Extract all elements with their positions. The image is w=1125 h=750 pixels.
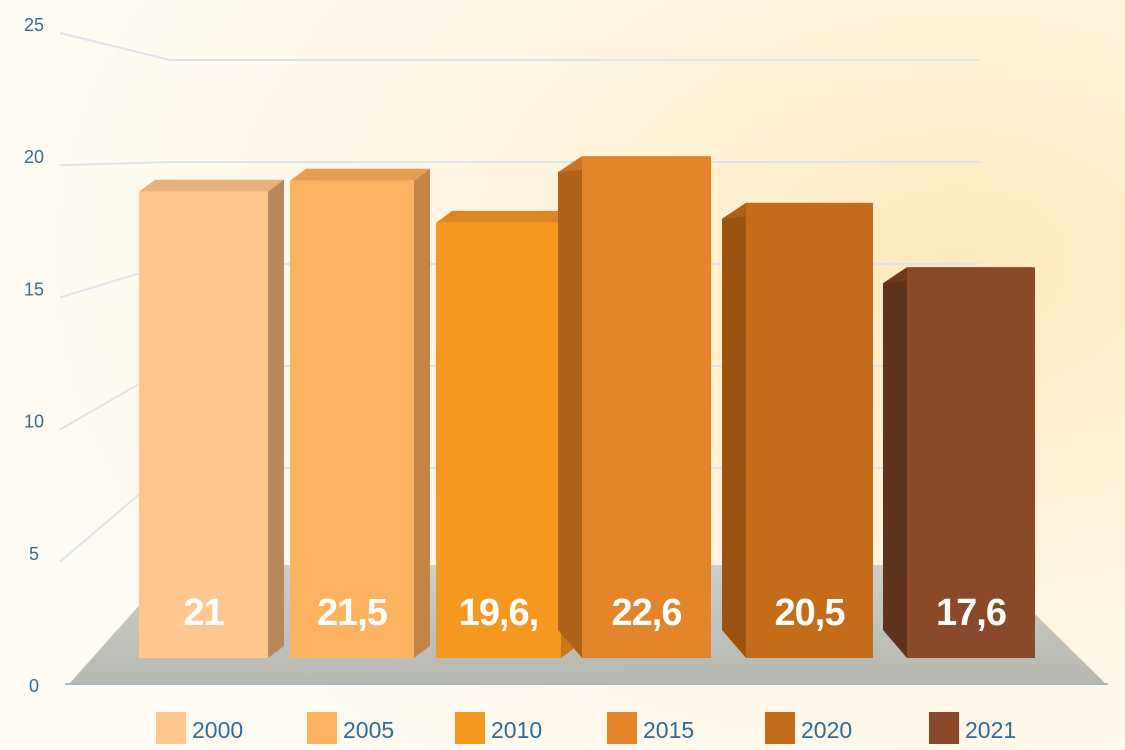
bar-side [883, 267, 907, 658]
y-tick-label: 5 [29, 544, 39, 564]
grid-line [59, 32, 980, 61]
bar-front [582, 156, 711, 658]
bar-top [139, 179, 284, 192]
legend-item-2015: 2015 [607, 712, 694, 744]
bar-2000 [139, 179, 284, 659]
legend-swatch [156, 712, 186, 744]
bar-top [436, 210, 577, 223]
bar-front [290, 180, 414, 658]
legend-swatch [455, 712, 485, 744]
legend: 2000 2005 2010 2015 2020 2021 [156, 712, 1016, 744]
legend-swatch [607, 712, 637, 744]
bar-front [436, 222, 561, 658]
legend-swatch [929, 712, 959, 744]
bar-2021 [883, 267, 1035, 658]
bar-front [746, 202, 873, 658]
legend-item-2021: 2021 [929, 712, 1016, 744]
legend-label: 2021 [965, 717, 1016, 743]
legend-swatch [307, 712, 337, 744]
legend-label: 2010 [491, 717, 542, 743]
data-label: 21 [183, 592, 224, 634]
y-tick-label: 20 [24, 147, 44, 167]
bar-side [268, 179, 284, 659]
bar-side [722, 202, 746, 658]
bar-2015 [558, 156, 711, 658]
legend-label: 2015 [643, 717, 694, 743]
data-label: 17,6 [936, 592, 1006, 634]
bar-front [907, 267, 1035, 658]
data-label: 20,5 [775, 592, 846, 634]
y-tick-label: 25 [24, 15, 44, 35]
legend-item-2000: 2000 [156, 712, 243, 744]
bar-side [414, 168, 430, 658]
data-label: 19,6, [459, 592, 539, 634]
data-label: 21,5 [317, 592, 388, 634]
y-tick-label: 0 [29, 676, 39, 696]
bar-front [139, 191, 268, 659]
legend-item-2010: 2010 [455, 712, 542, 744]
bar-top [290, 168, 430, 181]
legend-label: 2000 [192, 717, 243, 743]
bar-side [558, 156, 582, 658]
data-labels: 21 21,5 19,6, 22,6 20,5 17,6 [183, 592, 1007, 634]
bar-2005 [290, 168, 430, 658]
legend-item-2020: 2020 [765, 712, 852, 744]
data-label: 22,6 [612, 592, 682, 634]
bars [139, 156, 1035, 659]
legend-label: 2005 [343, 717, 394, 743]
y-tick-label: 15 [24, 279, 44, 299]
bar-2020 [722, 202, 873, 658]
legend-label: 2020 [801, 717, 852, 743]
legend-swatch [765, 712, 795, 744]
y-tick-label: 10 [24, 412, 44, 432]
legend-item-2005: 2005 [307, 712, 394, 744]
bar-2010 [436, 210, 577, 658]
y-axis: 0 5 10 15 20 25 [24, 15, 44, 696]
